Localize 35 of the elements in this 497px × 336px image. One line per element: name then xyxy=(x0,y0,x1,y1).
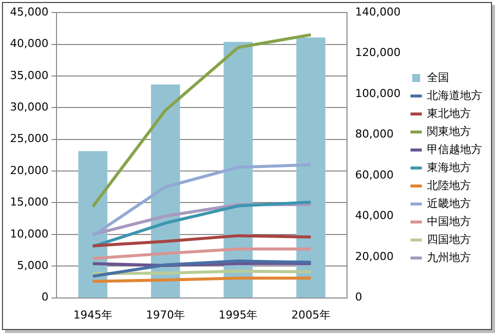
legend-label: 北海道地方 xyxy=(427,88,482,102)
y-tick-label: 5,000 xyxy=(16,258,48,272)
y-tick-label: 0 xyxy=(41,290,48,304)
y2-tick-label: 100,000 xyxy=(355,86,401,100)
y2-tick-label: 80,000 xyxy=(355,128,394,141)
legend-label: 関東地方 xyxy=(427,124,472,138)
y-tick-label: 10,000 xyxy=(10,227,48,240)
y-tick-label: 40,000 xyxy=(10,37,48,50)
legend-label: 中国地方 xyxy=(427,214,472,228)
legend-label: 北陸地方 xyxy=(427,178,472,192)
bar xyxy=(78,151,108,298)
y-tick-label: 20,000 xyxy=(10,164,48,177)
legend-label: 東北地方 xyxy=(427,106,472,120)
legend-label: 全国 xyxy=(427,70,450,84)
legend-label: 九州地方 xyxy=(427,250,472,264)
x-tick-label: 1970年 xyxy=(146,308,185,322)
y2-tick-label: 0 xyxy=(355,290,362,304)
y2-tick-label: 40,000 xyxy=(355,209,394,222)
y-tick-label: 35,000 xyxy=(10,68,48,82)
bar xyxy=(296,37,326,298)
y2-tick-label: 60,000 xyxy=(355,168,394,182)
legend-label: 東海地方 xyxy=(427,160,472,174)
y2-tick-label: 120,000 xyxy=(355,46,401,60)
y-tick-label: 45,000 xyxy=(10,5,48,18)
x-tick-label: 1945年 xyxy=(73,308,112,322)
x-tick-label: 2005年 xyxy=(291,308,330,322)
legend-label: 四国地方 xyxy=(427,232,472,246)
legend-label: 甲信越地方 xyxy=(427,142,482,156)
y2-tick-label: 140,000 xyxy=(355,5,401,18)
y-tick-label: 30,000 xyxy=(10,100,48,114)
legend-label: 近畿地方 xyxy=(427,196,472,210)
y-tick-label: 15,000 xyxy=(10,196,48,209)
y2-tick-label: 20,000 xyxy=(355,250,394,263)
y-tick-label: 25,000 xyxy=(10,132,48,146)
x-tick-label: 1995年 xyxy=(218,308,258,322)
